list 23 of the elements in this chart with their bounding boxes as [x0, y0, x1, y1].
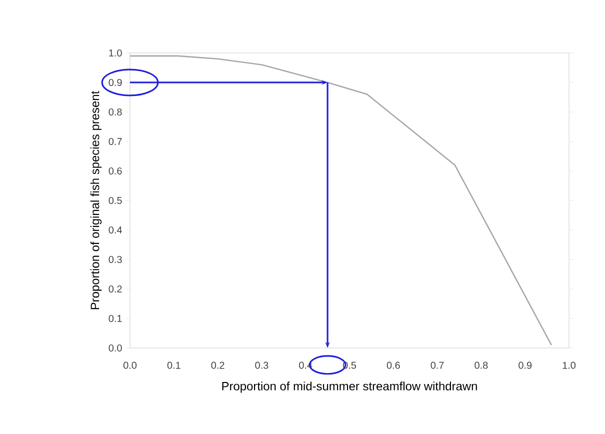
y-tick-label: 0.4 — [108, 226, 122, 234]
y-tick-label: 0.7 — [108, 138, 122, 146]
x-tick-label: 0.9 — [518, 362, 532, 369]
y-tick-label: 1.0 — [109, 49, 122, 57]
y-tick-label: 0.3 — [108, 256, 122, 264]
x-tick-label: 0.1 — [167, 362, 180, 369]
x-tick-label: 0.8 — [474, 362, 488, 369]
y-tick-label: 0.2 — [108, 285, 122, 293]
y-tick-label: 0.9 — [108, 78, 122, 86]
x-tick-label: 0.0 — [123, 362, 137, 369]
x-tick-label: 0.6 — [386, 362, 400, 369]
y-tick-label: 0.6 — [108, 167, 122, 175]
y-tick-label: 0.5 — [108, 196, 122, 204]
x-tick-label: 0.3 — [255, 362, 268, 369]
line-series — [129, 55, 552, 346]
x-tick-label: 0.2 — [211, 362, 224, 369]
x-tick-label: 0.7 — [430, 362, 444, 369]
y-tick-label: 0.1 — [108, 314, 122, 322]
x-tick-label: 1.0 — [562, 362, 576, 369]
y-axis-title: Proportion of original fish species present — [90, 90, 102, 310]
y-tick-label: 0.8 — [108, 108, 122, 116]
y-tick-label: 0.0 — [108, 344, 122, 352]
x-axis-title: Proportion of mid-summer streamflow withdrawn — [222, 382, 477, 393]
